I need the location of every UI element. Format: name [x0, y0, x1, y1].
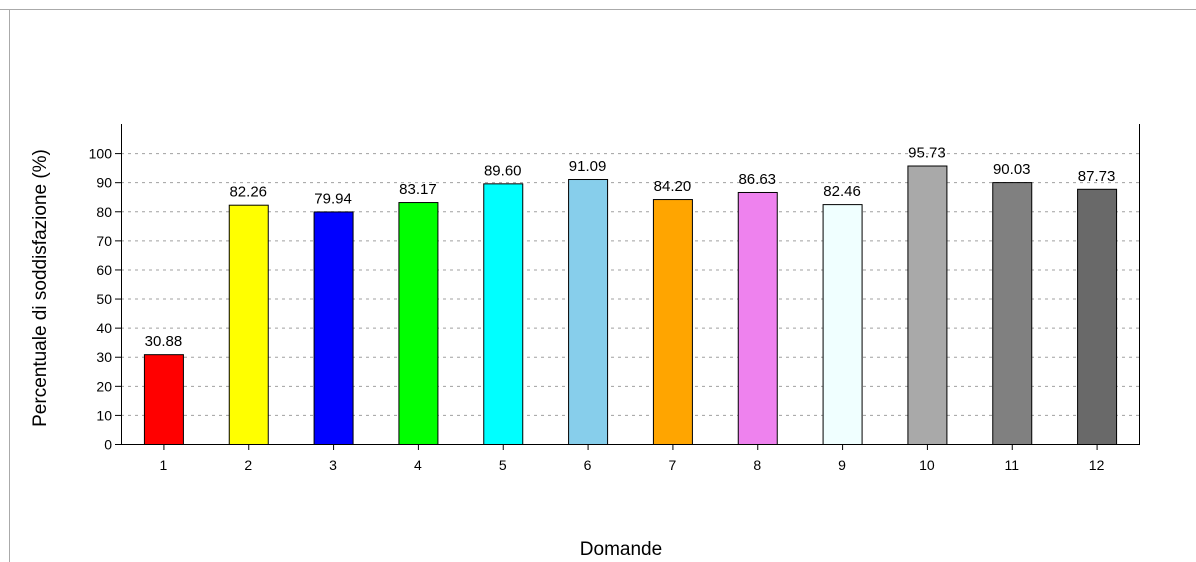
- panel-border-top: [0, 9, 1196, 10]
- x-tick-label: 5: [499, 457, 507, 473]
- y-tick-label: 40: [96, 320, 112, 336]
- bar-6: [568, 179, 609, 446]
- data-label: 30.88: [145, 333, 183, 350]
- data-label: 79.94: [314, 190, 352, 207]
- bar-8: [737, 191, 778, 445]
- bar-5: [483, 183, 524, 445]
- x-tick-label: 12: [1089, 457, 1105, 473]
- y-tick-label: 70: [96, 233, 112, 249]
- y-tick-label: 100: [89, 146, 113, 162]
- data-label: 83.17: [399, 181, 437, 198]
- x-tick-label: 2: [244, 457, 252, 473]
- bar-7: [652, 199, 693, 445]
- x-tick-label: 3: [329, 457, 337, 473]
- x-axis-title: Domande: [580, 539, 662, 560]
- data-label: 84.20: [654, 178, 692, 195]
- bar-1: [143, 354, 184, 445]
- bar-12: [1077, 188, 1118, 445]
- data-label: 82.26: [229, 184, 267, 201]
- bar-2: [228, 204, 269, 445]
- y-tick-label: 0: [104, 437, 112, 453]
- x-tick-label: 7: [669, 457, 677, 473]
- y-tick-label: 60: [96, 262, 112, 278]
- bar-3: [313, 211, 354, 445]
- y-tick-label: 80: [96, 204, 112, 220]
- data-label: 86.63: [738, 171, 776, 188]
- data-label: 82.46: [823, 183, 861, 200]
- data-label: 89.60: [484, 162, 522, 179]
- axes: [115, 124, 1140, 450]
- y-tick-label: 10: [96, 407, 112, 423]
- labels: 0 10 20 30 40 50 60 70 80 90 100 30.88 1 82.26 2 79.94 3…: [89, 145, 1116, 473]
- x-tick-label: 6: [584, 457, 592, 473]
- panel-border-left: [9, 9, 10, 562]
- y-tick-label: 50: [96, 291, 112, 307]
- data-label: 91.09: [569, 158, 607, 175]
- y-tick-label: 20: [96, 378, 112, 394]
- data-label: 87.73: [1078, 168, 1116, 185]
- bars: [143, 165, 1118, 446]
- y-tick-label: 90: [96, 175, 112, 191]
- x-tick-label: 9: [838, 457, 846, 473]
- bar-4: [398, 202, 439, 445]
- x-tick-label: 11: [1004, 457, 1019, 473]
- data-label: 90.03: [993, 161, 1031, 178]
- bar-9: [822, 204, 863, 445]
- y-tick-label: 30: [96, 349, 112, 365]
- x-tick-label: 4: [414, 457, 422, 473]
- x-tick-label: 1: [160, 457, 168, 473]
- x-tick-label: 8: [753, 457, 761, 473]
- data-label: 95.73: [908, 145, 946, 162]
- bar-11: [992, 182, 1033, 445]
- x-tick-label: 10: [919, 457, 935, 473]
- bar-10: [907, 165, 948, 445]
- grid-lines: [121, 153, 1139, 416]
- y-axis-title: Percentuale di soddisfazione (%): [30, 149, 51, 427]
